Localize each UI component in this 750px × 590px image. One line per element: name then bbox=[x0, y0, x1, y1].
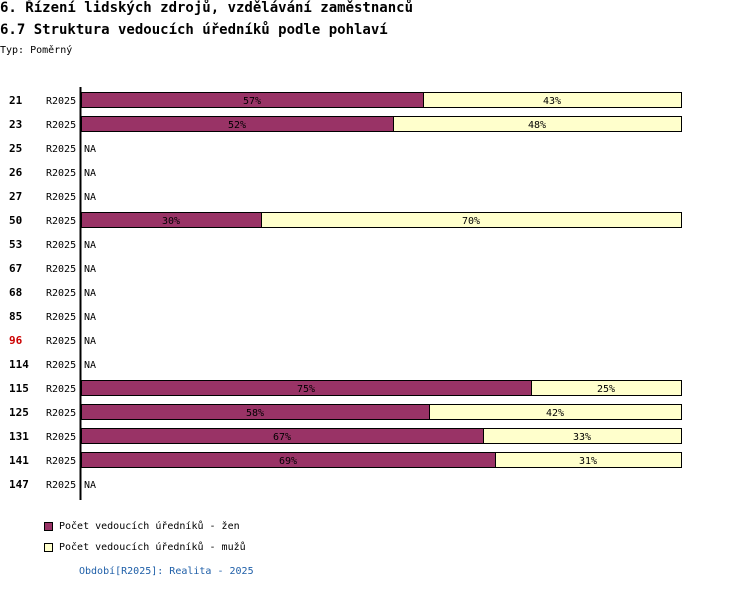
category-label: 26 bbox=[9, 166, 23, 179]
chart-title: 6.7 Struktura vedoucích úředníků podle p… bbox=[0, 22, 388, 38]
bar-men bbox=[495, 452, 682, 468]
data-label-women: 30% bbox=[162, 216, 180, 227]
na-label: NA bbox=[84, 288, 96, 299]
na-label: NA bbox=[84, 264, 96, 275]
period-note: Období[R2025]: Realita - 2025 bbox=[79, 566, 254, 577]
data-label-men: 48% bbox=[528, 120, 546, 131]
bar-men bbox=[531, 380, 682, 396]
period-label: R2025 bbox=[46, 288, 76, 299]
legend-label-women: Počet vedoucích úředníků - žen bbox=[59, 520, 240, 532]
category-label: 25 bbox=[9, 142, 22, 155]
legend-label-men: Počet vedoucích úředníků - mužů bbox=[59, 541, 246, 553]
period-label: R2025 bbox=[46, 360, 76, 371]
bar-chart: 21 R2025 57% 43% 23 R2025 52% 48% 25 R2025 NA 26 R20… bbox=[9, 87, 682, 500]
na-label: NA bbox=[84, 192, 96, 203]
category-label: 115 bbox=[9, 382, 29, 395]
period-label: R2025 bbox=[46, 408, 76, 419]
category-label: 131 bbox=[9, 430, 29, 443]
bar-men bbox=[483, 428, 682, 444]
page-title: 6. Řízení lidských zdrojů, vzdělávání za… bbox=[0, 0, 414, 16]
category-label: 23 bbox=[9, 118, 22, 131]
na-label: NA bbox=[84, 144, 96, 155]
period-label: R2025 bbox=[46, 264, 76, 275]
category-label: 67 bbox=[9, 262, 22, 275]
category-label: 53 bbox=[9, 238, 22, 251]
data-label-women: 75% bbox=[297, 384, 315, 395]
period-label: R2025 bbox=[46, 312, 76, 323]
category-label: 141 bbox=[9, 454, 29, 467]
data-label-women: 57% bbox=[243, 96, 261, 107]
period-label: R2025 bbox=[46, 336, 76, 347]
bar-men bbox=[429, 404, 682, 420]
legend-item-women: Počet vedoucích úředníků - žen bbox=[44, 520, 246, 532]
period-label: R2025 bbox=[46, 168, 76, 179]
period-label: R2025 bbox=[46, 120, 76, 131]
legend: Počet vedoucích úředníků - žen Počet ved… bbox=[44, 520, 246, 562]
category-label: 114 bbox=[9, 358, 29, 371]
data-label-men: 42% bbox=[546, 408, 564, 419]
period-label: R2025 bbox=[46, 480, 76, 491]
data-label-men: 70% bbox=[462, 216, 480, 227]
period-label: R2025 bbox=[46, 432, 76, 443]
category-label: 96 bbox=[9, 334, 23, 347]
category-label: 125 bbox=[9, 406, 29, 419]
category-label: 85 bbox=[9, 310, 22, 323]
bar-men bbox=[423, 92, 682, 108]
period-label: R2025 bbox=[46, 240, 76, 251]
data-label-women: 52% bbox=[228, 120, 246, 131]
data-label-women: 69% bbox=[279, 456, 297, 467]
bar-men bbox=[393, 116, 682, 132]
period-label: R2025 bbox=[46, 384, 76, 395]
period-label: R2025 bbox=[46, 216, 76, 227]
category-label: 68 bbox=[9, 286, 22, 299]
legend-swatch-men bbox=[44, 542, 53, 552]
category-label: 50 bbox=[9, 214, 22, 227]
category-label: 27 bbox=[9, 190, 22, 203]
data-label-men: 33% bbox=[573, 432, 591, 443]
bar-men bbox=[261, 212, 682, 228]
category-label: 21 bbox=[9, 94, 23, 107]
na-label: NA bbox=[84, 336, 96, 347]
na-label: NA bbox=[84, 168, 96, 179]
data-label-men: 31% bbox=[579, 456, 597, 467]
na-label: NA bbox=[84, 240, 96, 251]
data-label-men: 43% bbox=[543, 96, 561, 107]
data-label-men: 25% bbox=[597, 384, 615, 395]
data-label-women: 67% bbox=[273, 432, 291, 443]
na-label: NA bbox=[84, 312, 96, 323]
period-label: R2025 bbox=[46, 192, 76, 203]
legend-swatch-women bbox=[44, 521, 53, 531]
legend-item-men: Počet vedoucích úředníků - mužů bbox=[44, 541, 246, 553]
na-label: NA bbox=[84, 360, 96, 371]
period-label: R2025 bbox=[46, 144, 76, 155]
na-label: NA bbox=[84, 480, 96, 491]
period-label: R2025 bbox=[46, 456, 76, 467]
category-label: 147 bbox=[9, 478, 29, 491]
chart-type-label: Typ: Poměrný bbox=[0, 45, 73, 56]
period-label: R2025 bbox=[46, 96, 76, 107]
data-label-women: 58% bbox=[246, 408, 264, 419]
